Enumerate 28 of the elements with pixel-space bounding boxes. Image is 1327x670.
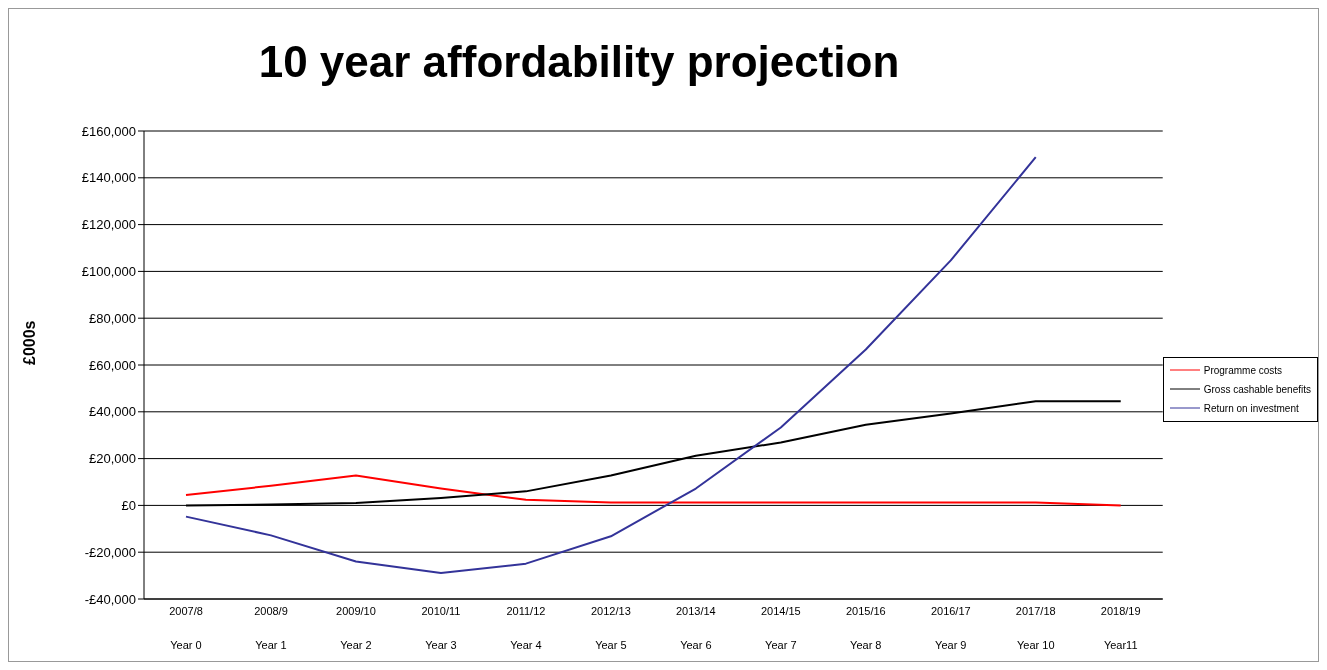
y-tick-label: £40,000 (89, 404, 136, 420)
y-tick-label: £60,000 (89, 357, 136, 373)
y-tick-label: -£40,000 (84, 591, 136, 607)
category-label: 2009/10 Year 2 (336, 605, 376, 651)
legend-label: Programme costs (1203, 364, 1283, 376)
category-label: 2010/11 Year 3 (421, 605, 461, 651)
chart-title: 10 year affordability projection (257, 36, 901, 88)
y-tick-label: £80,000 (89, 310, 136, 326)
y-tick-label: £120,000 (81, 217, 136, 233)
y-tick-label: £20,000 (89, 451, 136, 467)
y-tick-label: £0 (121, 498, 136, 514)
y-tick-label: £160,000 (81, 123, 136, 139)
category-label: 2007/8 Year 0 (169, 605, 203, 651)
y-tick-label: £100,000 (81, 264, 136, 280)
legend-label: Gross cashable benefits (1203, 383, 1311, 395)
category-label: 2015/16 Year 8 (845, 605, 886, 651)
category-label: 2013/14 Year 6 (675, 605, 716, 651)
category-label: 2008/9 Year 1 (254, 605, 288, 651)
category-label: 2012/13 Year 5 (590, 605, 631, 651)
y-tick-label: -£20,000 (84, 544, 136, 560)
y-tick-label: £140,000 (81, 170, 136, 186)
category-label: 2014/15 Year 7 (760, 605, 801, 651)
category-label: 2016/17 Year 9 (930, 605, 971, 651)
category-label: 2017/18 Year 10 (1015, 605, 1056, 651)
category-label: 2011/12 Year 4 (506, 605, 546, 651)
y-axis-title: £000s (20, 320, 38, 365)
legend-label: Return on investment (1203, 402, 1299, 414)
category-label: 2018/19 Year11 (1100, 605, 1141, 651)
